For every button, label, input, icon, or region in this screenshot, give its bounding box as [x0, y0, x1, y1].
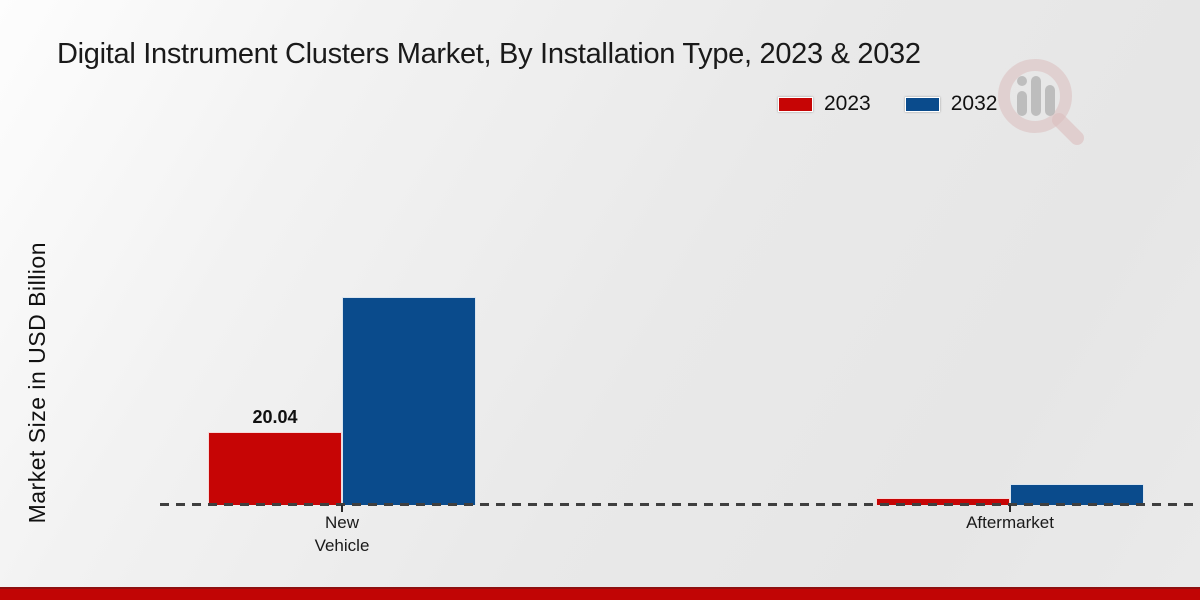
x-axis-baseline	[160, 503, 1193, 506]
bar-new-vehicle-2032	[342, 297, 476, 505]
category-label-new-vehicle: New Vehicle	[314, 513, 370, 555]
chart-title: Digital Instrument Clusters Market, By I…	[57, 38, 921, 70]
legend: 2023 2032	[778, 92, 997, 116]
magnifier-bar-chart-watermark-icon	[998, 59, 1084, 145]
x-axis-tick-aftermarket	[1009, 505, 1011, 512]
value-label-new-vehicle-2023: 20.04	[252, 407, 298, 427]
bar-aftermarket-2032	[1010, 483, 1144, 505]
category-label-aftermarket: Aftermarket	[966, 513, 1054, 532]
y-axis-label-wrap: Market Size in USD Billion	[20, 218, 54, 548]
bar-aftermarket-2023	[876, 498, 1010, 505]
bottom-brand-stripe	[0, 587, 1200, 600]
x-axis-tick-new-vehicle	[341, 505, 343, 512]
legend-item-2023: 2023	[778, 92, 871, 116]
legend-label-2032: 2032	[950, 92, 998, 115]
legend-item-2032: 2032	[904, 92, 998, 116]
legend-label-2023: 2023	[824, 92, 871, 115]
legend-swatch-2032-icon	[904, 96, 940, 112]
y-axis-label: Market Size in USD Billion	[23, 242, 50, 524]
legend-swatch-2023-icon	[778, 96, 813, 112]
bar-new-vehicle-2023	[208, 432, 342, 505]
